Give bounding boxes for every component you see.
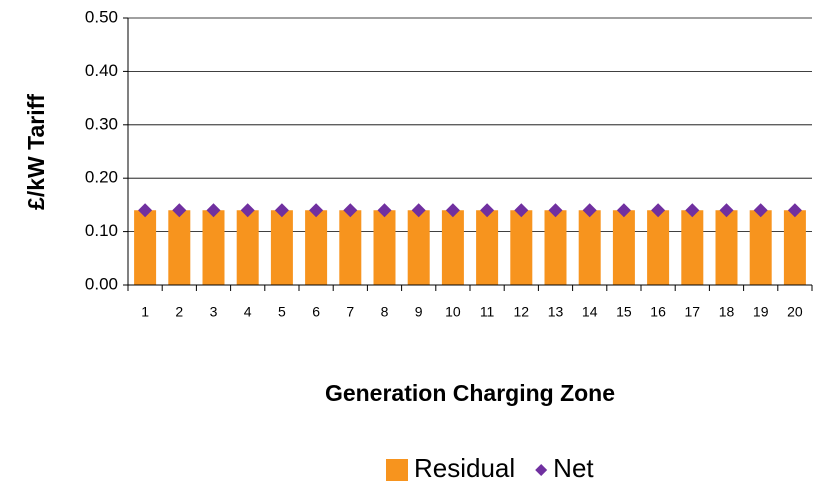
legend-swatch [535,464,548,476]
marker [582,203,597,218]
bar [236,210,259,285]
y-axis-title: £/kW Tariff [23,94,49,210]
x-tick-label: 7 [346,304,354,320]
marker [616,203,631,218]
x-tick-label: 4 [244,304,252,320]
bar [373,210,396,285]
bar [578,210,601,285]
x-tick-label: 15 [616,304,632,320]
x-tick-label: 17 [685,304,701,320]
marker [309,203,324,218]
marker [719,203,734,218]
marker [514,203,529,218]
x-tick-label: 10 [445,304,461,320]
marker [411,203,426,218]
x-tick-label: 8 [381,304,389,320]
bar [544,210,567,285]
x-tick-label: 1 [141,304,149,320]
marker [445,203,460,218]
marker [787,203,802,218]
bar [681,210,704,285]
y-tick-label: 0.40 [85,61,118,80]
x-axis-title: Generation Charging Zone [325,380,615,406]
bar [749,210,772,285]
bar [270,210,293,285]
bar [715,210,738,285]
marker [274,203,289,218]
bar [647,210,670,285]
y-tick-label: 0.20 [85,168,118,187]
bar [202,210,225,285]
marker [377,203,392,218]
bar [476,210,499,285]
y-tick-label: 0.10 [85,221,118,240]
bar [407,210,430,285]
marker [138,203,153,218]
legend-swatch [386,459,408,481]
x-tick-label: 6 [312,304,320,320]
marker [548,203,563,218]
bar [783,210,806,285]
x-tick-label: 3 [210,304,218,320]
x-tick-label: 11 [480,304,495,320]
marker [753,203,768,218]
x-tick-label: 5 [278,304,286,320]
bar [305,210,328,285]
x-tick-label: 2 [175,304,183,320]
y-tick-label: 0.00 [85,274,118,293]
bar [339,210,362,285]
marker [685,203,700,218]
bar [134,210,157,285]
x-tick-label: 14 [582,304,598,320]
x-tick-label: 19 [753,304,769,320]
legend-label: Net [553,453,594,483]
x-tick-label: 20 [787,304,803,320]
x-tick-label: 18 [719,304,735,320]
x-tick-label: 13 [548,304,564,320]
x-tick-label: 12 [514,304,530,320]
x-tick-label: 9 [415,304,423,320]
bar [510,210,533,285]
marker [651,203,666,218]
marker [206,203,221,218]
y-tick-label: 0.30 [85,114,118,133]
bar [168,210,191,285]
bar [441,210,464,285]
bar [612,210,635,285]
y-tick-label: 0.50 [85,7,118,26]
legend-label: Residual [414,453,515,483]
marker [343,203,358,218]
marker [172,203,187,218]
marker [240,203,255,218]
marker [480,203,495,218]
x-tick-label: 16 [650,304,666,320]
